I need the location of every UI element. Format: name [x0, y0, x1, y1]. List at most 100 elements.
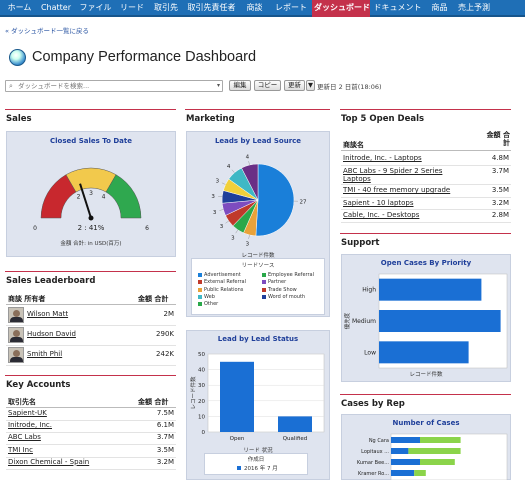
avatar	[8, 347, 24, 363]
nav-tab[interactable]: Chatter	[40, 3, 72, 12]
page-title: Company Performance Dashboard	[32, 49, 257, 65]
row-divider	[6, 420, 176, 421]
hbar-chart-title: Open Cases By Priority	[380, 259, 472, 267]
avatar-body	[10, 337, 23, 342]
y-tick-label: 30	[198, 383, 205, 389]
deal-name-link[interactable]: TMI - 40 free memory upgrade	[343, 186, 451, 194]
pie-leader-line	[225, 220, 229, 224]
account-name-column-header[interactable]: 取引先名	[8, 398, 36, 406]
legend-swatch	[262, 280, 266, 285]
row-divider	[6, 432, 176, 434]
gauge-tick-label: 2	[77, 193, 81, 200]
account-name-link[interactable]: TMI Inc	[8, 445, 33, 454]
owner-column-header[interactable]: 商談 所有者	[8, 295, 46, 303]
account-name-link[interactable]: ABC Labs	[8, 433, 41, 442]
section-divider	[5, 271, 176, 272]
account-amount: 7.5M	[156, 409, 174, 417]
y-tick-label: 10	[198, 414, 205, 420]
avatar-head	[13, 350, 20, 357]
bar-segment	[391, 470, 415, 476]
bar-x-axis-label: リード 状況	[243, 448, 273, 454]
nav-tab[interactable]: 商品	[431, 3, 448, 12]
account-amount: 3.2M	[156, 457, 174, 466]
sales-gauge-chart: 0 2 3 4 6 2 : 41% 金額 合計: in USD(百万)	[33, 167, 149, 247]
nav-tab[interactable]: レポート	[275, 3, 307, 12]
nav-tab[interactable]: ドキュメント	[373, 3, 422, 12]
gauge-tick-label: 0	[33, 225, 37, 232]
gauge-hub	[88, 215, 94, 221]
leaderboard-owner-link[interactable]: Smith Phil	[27, 350, 63, 358]
amount-column-header[interactable]: 金額 合計	[138, 295, 169, 303]
edit-button[interactable]: 編集	[229, 80, 251, 91]
chevron-down-icon[interactable]: ▾	[216, 82, 220, 89]
gauge-chart-title: Closed Sales To Date	[50, 137, 132, 145]
legend-swatch	[262, 294, 266, 299]
refresh-dropdown-button[interactable]: ▼	[306, 80, 315, 91]
nav-tab[interactable]: ファイル	[79, 3, 112, 12]
legend-label: Trade Show	[268, 286, 297, 293]
pie-slice-label: 3	[216, 179, 220, 185]
bar-segment	[420, 459, 455, 465]
legend-swatch	[198, 273, 202, 277]
amount-column-header[interactable]: 金額 合計	[486, 131, 510, 147]
bar-segment	[420, 437, 461, 443]
account-name-link[interactable]: Initrode, Inc.	[8, 421, 52, 430]
account-amount: 3.5M	[156, 445, 174, 454]
bar-filter-title: 作成日	[247, 457, 265, 463]
leaderboard-section-title: Sales Leaderboard	[6, 276, 96, 286]
deal-name-link[interactable]: Cable, Inc. - Desktops	[343, 211, 420, 219]
account-name-link[interactable]: Sapient-UK	[8, 409, 47, 417]
nav-tab[interactable]: ホーム	[7, 3, 32, 12]
deal-name-link[interactable]: Initrode, Inc. - Laptops	[343, 154, 422, 162]
bar-segment	[391, 437, 420, 443]
pie-slice-label: 4	[227, 164, 231, 170]
deal-amount: 3.7M	[491, 167, 509, 175]
y-tick-label: 20	[198, 399, 205, 405]
deal-name-column-header[interactable]: 商談名	[343, 141, 364, 149]
avatar	[8, 327, 24, 343]
table-header-divider	[6, 407, 176, 408]
section-divider	[5, 375, 176, 376]
nav-tab[interactable]: リード	[120, 3, 144, 12]
bar-chart-title: Lead by Lead Status	[217, 335, 299, 343]
pie-axis-label: レコード件数	[241, 253, 275, 259]
table-header-divider	[341, 150, 511, 151]
nav-tab[interactable]: 商談	[246, 3, 263, 12]
pie-leader-line	[235, 229, 239, 234]
gauge-value-label: 2 : 41%	[78, 224, 105, 232]
legend-swatch	[198, 294, 202, 299]
row-divider	[6, 468, 176, 470]
y-tick-label: Low	[364, 349, 376, 356]
x-tick-label: Open	[230, 436, 245, 442]
nav-tab[interactable]: 売上予測	[458, 3, 490, 12]
support-section-title: Support	[341, 238, 380, 248]
bar-segment	[391, 448, 409, 454]
search-input[interactable]	[18, 81, 214, 91]
open-cases-bar-chart: High Medium Low 優先度	[343, 273, 508, 369]
cases-by-rep-section-title: Cases by Rep	[341, 399, 405, 409]
nav-tab[interactable]: ダッシュボード	[312, 0, 370, 17]
legend-swatch	[237, 466, 241, 470]
copy-button[interactable]: コピー	[254, 80, 281, 91]
leaderboard-owner-link[interactable]: Hudson David	[27, 330, 76, 338]
last-updated-text: 更新日 2 日前(18:06)	[317, 83, 382, 91]
y-tick-label: Kumar Bee...	[357, 460, 390, 466]
pie-leader-line	[219, 209, 224, 211]
dashboard-search[interactable]: ⌕ ▾	[5, 80, 223, 92]
deal-name-link[interactable]: ABC Labs - 9 Spider 2 Series Laptops	[343, 167, 443, 183]
row-divider	[6, 365, 176, 366]
nav-tab[interactable]: 取引先責任者	[187, 3, 236, 12]
nav-tab[interactable]: 取引先	[154, 3, 178, 12]
legend-label: Employee Referral	[268, 272, 314, 278]
account-name-link[interactable]: Dixon Chemical - Spain	[8, 457, 90, 466]
amount-column-header[interactable]: 金額 合計	[138, 398, 169, 406]
row-divider	[6, 444, 176, 446]
pie-leader-line	[248, 234, 250, 239]
hbar-x-axis-label: レコード件数	[409, 372, 443, 378]
bar-segment	[414, 470, 426, 476]
leaderboard-owner-link[interactable]: Wilson Matt	[27, 310, 69, 318]
refresh-button[interactable]: 更新	[284, 80, 305, 91]
deal-name-link[interactable]: Sapient - 10 laptops	[343, 199, 414, 207]
back-to-dashboards-link[interactable]: « ダッシュボード一覧に戻る	[5, 27, 90, 35]
avatar-head	[13, 330, 20, 337]
